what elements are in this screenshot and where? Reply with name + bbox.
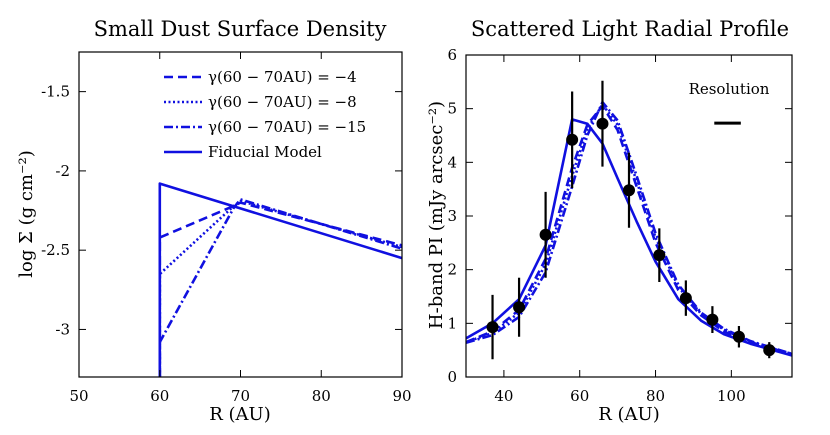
right-y-tick-label: 1 (447, 314, 457, 332)
left-axis-ticks: 50 60 70 80 90 -3 -2.5 -2 -1.5 (41, 52, 412, 405)
left-legend: γ(60 − 70AU) = −4 γ(60 − 70AU) = −8 γ(60 −… (164, 68, 366, 161)
obs-point (596, 117, 609, 130)
obs-point (653, 249, 666, 262)
right-panel-radial-profile: Scattered Light Radial Profile 40 60 80 100… (426, 17, 793, 425)
left-series-60-70au-15 (158, 198, 402, 377)
right-y-tick-label: 0 (447, 368, 457, 386)
right-series-60-70au-15 (466, 100, 792, 356)
obs-point (539, 228, 552, 241)
left-y-tick-label: -2.5 (41, 241, 70, 259)
right-y-tick-label: 3 (447, 207, 457, 225)
obs-point (486, 321, 499, 334)
left-y-tick-label: -2 (55, 162, 70, 180)
left-y-axis-label: log Σ (g cm⁻²) (16, 150, 37, 277)
legend-label-60-70au-15: γ(60 − 70AU) = −15 (208, 118, 366, 136)
left-series-fiducial-model (158, 182, 402, 377)
left-x-tick-label: 90 (392, 387, 411, 405)
left-chart-title: Small Dust Surface Density (94, 17, 387, 41)
left-panel-surface-density: Small Dust Surface Density 50 60 70 80 90 -3 -… (16, 17, 412, 425)
right-chart-title: Scattered Light Radial Profile (471, 17, 789, 41)
left-x-tick-label: 60 (150, 387, 169, 405)
legend-label-fiducial-model: Fiducial Model (208, 143, 322, 161)
left-x-tick-label: 80 (312, 387, 331, 405)
left-series-group (158, 182, 402, 377)
obs-point (706, 313, 719, 326)
left-x-axis-label: R (AU) (209, 404, 271, 425)
obs-point (513, 301, 526, 314)
obs-point (732, 330, 745, 343)
legend-label-60-70au-4: γ(60 − 70AU) = −4 (208, 68, 357, 86)
right-observations-group (486, 80, 776, 360)
left-y-tick-label: -1.5 (41, 83, 70, 101)
right-y-tick-label: 2 (447, 261, 457, 279)
right-series-group (466, 100, 792, 357)
obs-point (679, 292, 692, 305)
right-x-axis-label: R (AU) (598, 404, 660, 425)
right-x-tick-label: 40 (494, 387, 513, 405)
left-y-tick-label: -3 (55, 320, 70, 338)
right-series-60-70au-8 (466, 103, 792, 356)
obs-point (623, 184, 635, 197)
right-y-tick-label: 6 (447, 46, 457, 64)
obs-point (566, 133, 579, 146)
right-axis-ticks: 40 60 80 100 0 1 2 3 4 5 6 (447, 46, 792, 405)
right-x-tick-label: 100 (717, 387, 746, 405)
right-x-tick-label: 80 (646, 387, 665, 405)
left-x-tick-label: 50 (69, 387, 88, 405)
obs-point (763, 344, 776, 357)
right-y-tick-label: 5 (447, 100, 457, 118)
left-series-60-70au-8 (158, 199, 402, 377)
right-x-tick-label: 60 (570, 387, 589, 405)
left-x-tick-label: 70 (231, 387, 250, 405)
right-y-tick-label: 4 (447, 153, 457, 171)
left-series-60-70au-4 (158, 201, 402, 377)
right-y-axis-label: H-band PI (mJy arcsec⁻²) (426, 101, 447, 329)
legend-label-60-70au-8: γ(60 − 70AU) = −8 (208, 93, 357, 111)
resolution-annotation: Resolution (689, 80, 770, 98)
